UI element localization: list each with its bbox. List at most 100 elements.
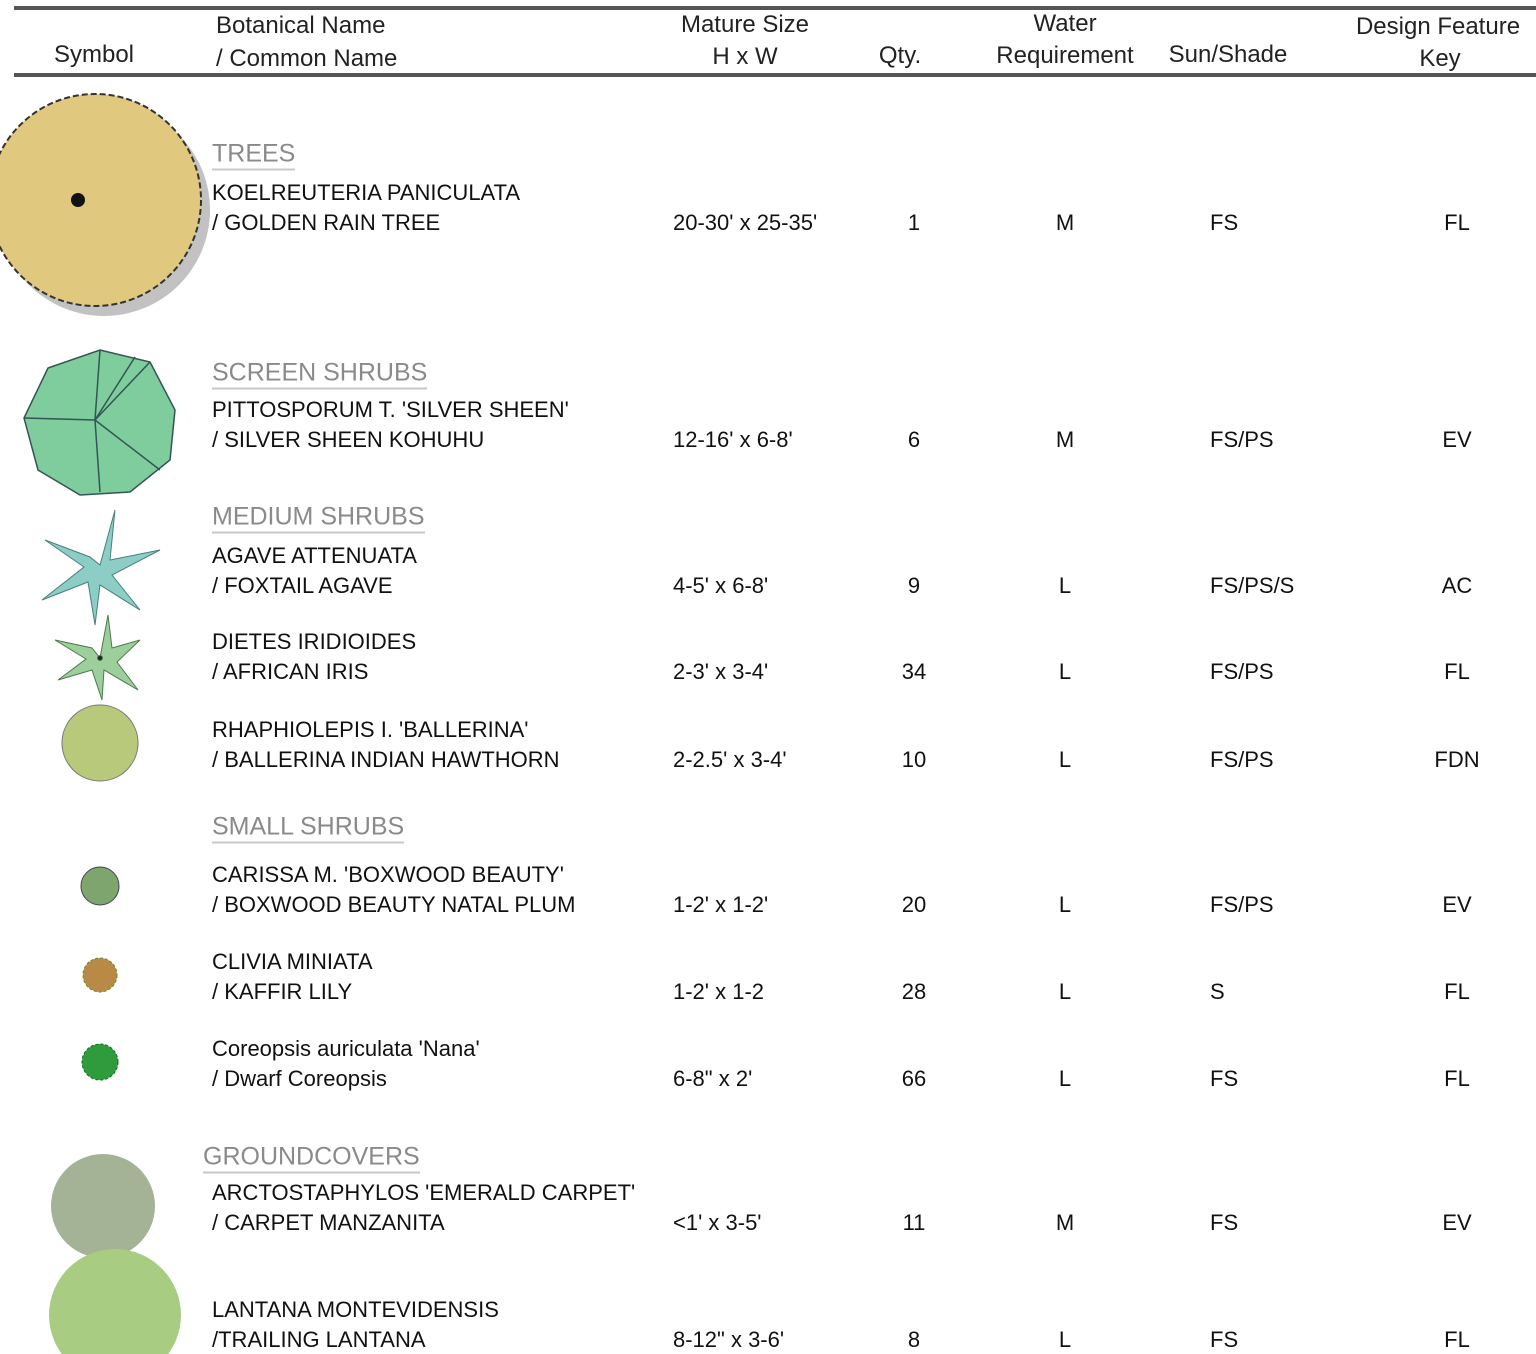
design-key: FL [1444,979,1470,1004]
sun-shade: FS/PS [1210,659,1274,684]
sun-shade: S [1210,979,1225,1004]
manzanita-symbol [51,1154,155,1258]
header-symbol: Symbol [53,41,135,68]
mature-size: 4-5' x 6-8' [673,573,769,598]
botanical-name: CARISSA M. 'BOXWOOD BEAUTY' [212,862,564,887]
group-title: SMALL SHRUBS [212,814,405,844]
top-rule [14,6,1536,10]
mature-size: 1-2' x 1-2' [673,892,769,917]
water-requirement: L [1058,573,1072,598]
design-key: FL [1444,1327,1470,1352]
header-name: / Common Name [216,45,398,72]
mature-size: 12-16' x 6-8' [673,427,793,452]
design-key: EV [1442,1210,1472,1235]
quantity: 11 [902,1210,926,1235]
water-requirement: M [1055,1210,1075,1235]
common-name: / Dwarf Coreopsis [212,1066,387,1091]
botanical-name: PITTOSPORUM T. 'SILVER SHEEN' [212,397,569,422]
common-name: / SILVER SHEEN KOHUHU [212,427,485,452]
design-key: FL [1444,1066,1470,1091]
iris-symbol [54,614,141,701]
botanical-name: Coreopsis auriculata 'Nana' [212,1036,480,1061]
header-water: Water [1033,10,1097,37]
design-key: FL [1444,659,1470,684]
botanical-name: CLIVIA MINIATA [212,949,373,974]
quantity: 10 [901,747,927,772]
design-key: AC [1441,573,1473,598]
common-name: / CARPET MANZANITA [212,1210,445,1235]
screen-shrub-symbol [23,349,176,496]
sun-shade: FS [1210,1066,1239,1091]
water-requirement: L [1058,747,1072,772]
botanical-name: RHAPHIOLEPIS I. 'BALLERINA' [212,717,529,742]
quantity: 8 [907,1327,921,1352]
sun-shade: FS/PS [1210,427,1274,452]
header-rule [14,73,1536,77]
botanical-name: ARCTOSTAPHYLOS 'EMERALD CARPET' [212,1180,636,1205]
mature-size: 1-2' x 1-2 [673,979,765,1004]
common-name: / BOXWOOD BEAUTY NATAL PLUM [212,892,576,917]
group-title: GROUNDCOVERS [203,1144,420,1174]
common-name: / KAFFIR LILY [212,979,353,1004]
sun-shade: FS [1210,1327,1239,1352]
water-requirement: L [1058,1327,1072,1352]
mature-size: 2-3' x 3-4' [673,659,769,684]
mature-size: 2-2.5' x 3-4' [673,747,787,772]
group-title: MEDIUM SHRUBS [212,504,425,534]
header-size: H x W [712,43,778,70]
water-requirement: L [1058,979,1072,1004]
quantity: 9 [907,573,921,598]
sun-shade: FS/PS [1210,892,1274,917]
coreopsis-symbol [81,1043,119,1081]
common-name: / GOLDEN RAIN TREE [212,210,441,235]
botanical-name: AGAVE ATTENUATA [212,543,417,568]
water-requirement: M [1055,427,1075,452]
quantity: 28 [901,979,927,1004]
botanical-name: KOELREUTERIA PANICULATA [212,180,521,205]
sun-shade: FS [1210,210,1239,235]
hawthorn-symbol [61,704,139,782]
header-key: Key [1419,45,1461,72]
common-name: / AFRICAN IRIS [212,659,369,684]
common-name: / BALLERINA INDIAN HAWTHORN [212,747,560,772]
mature-size: 6-8" x 2' [673,1066,753,1091]
carissa-symbol [80,866,120,906]
tree-symbol [0,93,210,316]
group-title: TREES [212,141,296,171]
quantity: 6 [907,427,921,452]
sun-shade: FS/PS [1210,747,1274,772]
mature-size: 20-30' x 25-35' [673,210,818,235]
sun-shade: FS [1210,1210,1239,1235]
header-name: Botanical Name [216,12,386,39]
design-key: FL [1444,210,1470,235]
common-name: /TRAILING LANTANA [212,1327,426,1352]
quantity: 34 [901,659,927,684]
agave-symbol [41,509,161,626]
water-requirement: L [1058,659,1072,684]
header-qty: Qty. [878,42,922,69]
header-size: Mature Size [680,11,810,38]
botanical-name: DIETES IRIDIOIDES [212,629,417,654]
group-title: SCREEN SHRUBS [212,360,428,390]
botanical-name: LANTANA MONTEVIDENSIS [212,1297,499,1322]
sun-shade: FS/PS/S [1210,573,1295,598]
quantity: 1 [907,210,921,235]
common-name: / FOXTAIL AGAVE [212,573,393,598]
mature-size: 8-12" x 3-6' [673,1327,785,1352]
quantity: 66 [901,1066,927,1091]
design-key: EV [1442,892,1472,917]
lantana-symbol [49,1249,181,1354]
clivia-symbol [82,957,118,993]
water-requirement: M [1055,210,1075,235]
mature-size: <1' x 3-5' [673,1210,762,1235]
water-requirement: L [1058,1066,1072,1091]
quantity: 20 [901,892,927,917]
header-sun: Sun/Shade [1168,41,1288,68]
water-requirement: L [1058,892,1072,917]
design-key: EV [1442,427,1472,452]
header-key: Design Feature [1355,13,1521,40]
header-water: Requirement [996,42,1134,69]
design-key: FDN [1434,747,1480,772]
